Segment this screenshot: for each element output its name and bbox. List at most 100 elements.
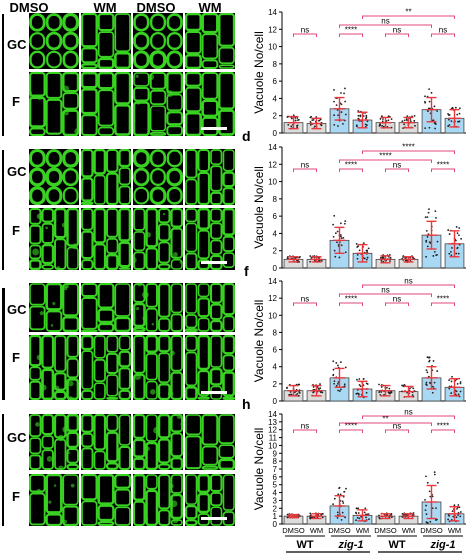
micrograph-tile: [29, 208, 79, 270]
significance-label: ****: [437, 295, 449, 304]
data-point: [333, 123, 336, 126]
data-point: [358, 378, 361, 380]
significance-bracket: [362, 15, 455, 19]
data-point: [356, 125, 358, 128]
data-point: [309, 260, 311, 263]
data-point: [342, 236, 345, 239]
data-point: [333, 380, 336, 383]
panel-letter-d: d: [242, 128, 251, 144]
data-point: [458, 107, 461, 110]
data-point: [431, 119, 434, 122]
data-point: [298, 383, 301, 386]
micrograph-tile: [185, 13, 235, 69]
data-point: [380, 259, 383, 262]
data-point: [431, 391, 434, 394]
significance-bracket: [362, 415, 455, 419]
data-point: [456, 113, 459, 116]
data-point: [425, 504, 427, 507]
data-point: [428, 126, 431, 129]
data-point: [340, 111, 343, 113]
significance-label: ****: [345, 26, 357, 35]
data-point: [389, 260, 391, 262]
data-point: [381, 120, 384, 123]
data-point: [298, 261, 300, 263]
data-point: [340, 244, 343, 247]
data-point: [362, 377, 365, 380]
y-tick-label: 10: [268, 441, 277, 450]
data-point: [379, 118, 382, 120]
micrograph-tile: [133, 474, 183, 526]
data-point: [317, 119, 320, 122]
micrograph-tile: [81, 13, 131, 69]
y-tick-label: 6: [273, 473, 278, 482]
y-tick-label: 1: [273, 512, 278, 521]
significance-bracket: [385, 302, 409, 306]
data-point: [450, 392, 453, 394]
data-point: [460, 237, 462, 240]
data-point: [387, 391, 390, 394]
data-point: [382, 257, 385, 259]
data-point: [454, 106, 457, 109]
data-point: [333, 114, 335, 117]
data-point: [365, 249, 368, 252]
data-point: [288, 393, 291, 396]
data-point: [332, 368, 335, 371]
y-tick-label: 11: [269, 434, 278, 443]
data-point: [335, 362, 338, 364]
data-point: [456, 232, 459, 235]
micrograph-tile: [81, 72, 131, 136]
y-tick-label: 8: [273, 195, 278, 204]
data-point: [365, 382, 368, 385]
data-point: [401, 390, 403, 393]
panel-letter-f: f: [244, 263, 249, 279]
data-point: [459, 390, 462, 393]
column-header: DMSO: [136, 0, 176, 15]
data-point: [436, 240, 439, 243]
x-tick-label: WM: [448, 526, 461, 535]
micrograph-tile: [185, 335, 235, 400]
data-point: [356, 378, 358, 381]
data-point: [426, 481, 429, 484]
data-point: [381, 124, 384, 127]
data-point: [457, 514, 459, 516]
block-bracket: [2, 14, 4, 136]
scale-bar: [201, 261, 227, 264]
data-point: [406, 115, 409, 118]
data-point: [447, 125, 450, 128]
data-point: [433, 381, 436, 384]
data-point: [315, 116, 318, 118]
data-point: [412, 387, 415, 390]
data-point: [448, 124, 451, 126]
data-point: [448, 387, 451, 390]
data-point: [309, 121, 312, 123]
data-point: [365, 516, 367, 519]
data-point: [333, 382, 335, 385]
data-point: [409, 387, 411, 390]
data-point: [344, 366, 347, 369]
significance-bracket: [431, 168, 455, 172]
data-point: [366, 124, 368, 127]
data-point: [365, 258, 368, 261]
data-point: [298, 392, 301, 394]
significance-label: ns: [393, 295, 401, 304]
significance-label: ns: [404, 408, 412, 417]
data-point: [336, 382, 339, 385]
data-point: [457, 393, 460, 396]
data-point: [292, 114, 295, 117]
data-point: [449, 250, 452, 253]
data-point: [357, 507, 360, 510]
data-point: [309, 123, 312, 126]
data-point: [344, 516, 347, 519]
data-point: [338, 486, 341, 489]
significance-bracket: [339, 33, 363, 37]
y-tick-label: 12: [268, 294, 277, 303]
data-point: [448, 114, 450, 117]
significance-label: **: [382, 415, 388, 424]
data-point: [338, 256, 341, 259]
data-point: [458, 120, 460, 123]
data-point: [448, 379, 451, 382]
data-point: [320, 391, 323, 394]
y-tick-label: 7: [273, 465, 278, 474]
data-point: [356, 257, 359, 260]
